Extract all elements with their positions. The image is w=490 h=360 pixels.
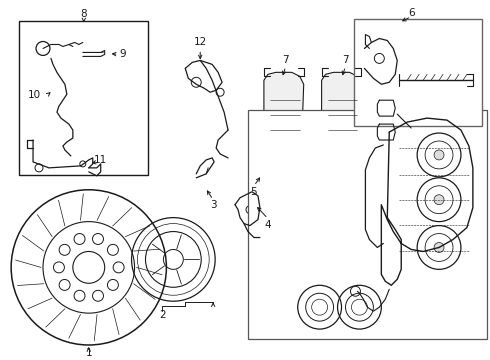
Text: 3: 3 [210,200,217,210]
Circle shape [434,150,444,160]
Text: 10: 10 [27,90,41,100]
Text: 5: 5 [251,187,257,197]
Polygon shape [321,72,362,152]
Text: 11: 11 [94,155,107,165]
Text: 6: 6 [408,8,415,18]
Bar [19,21,148,175]
Text: 12: 12 [194,37,207,48]
Text: 1: 1 [85,348,92,358]
Bar [248,110,487,339]
Bar [354,19,482,126]
Text: 7: 7 [283,55,289,66]
Polygon shape [264,72,304,152]
Text: 9: 9 [119,49,126,59]
Text: 7: 7 [342,55,349,66]
Text: 4: 4 [265,220,271,230]
Circle shape [434,195,444,205]
Text: 2: 2 [159,310,166,320]
Circle shape [434,243,444,252]
Text: 8: 8 [80,9,87,19]
